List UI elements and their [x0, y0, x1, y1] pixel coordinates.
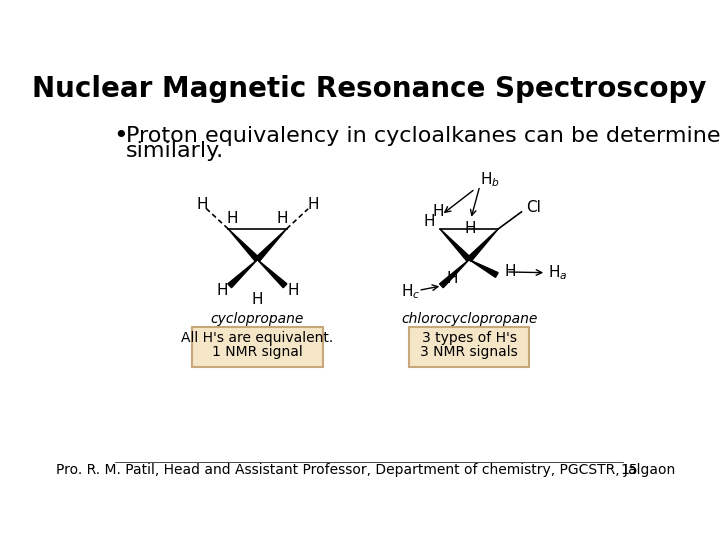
- Text: H: H: [433, 204, 444, 219]
- Polygon shape: [257, 260, 287, 288]
- Polygon shape: [228, 260, 257, 288]
- Text: H: H: [196, 197, 207, 212]
- Text: H: H: [505, 265, 516, 279]
- Text: H: H: [287, 283, 299, 298]
- Text: chlorocyclopropane: chlorocyclopropane: [401, 312, 537, 326]
- Text: cyclopropane: cyclopropane: [211, 312, 304, 326]
- Text: H$_c$: H$_c$: [401, 282, 420, 301]
- Text: H$_b$: H$_b$: [480, 170, 500, 189]
- FancyBboxPatch shape: [192, 327, 323, 367]
- Polygon shape: [228, 229, 259, 261]
- Text: •: •: [113, 124, 128, 147]
- Polygon shape: [469, 260, 498, 278]
- Text: 3 NMR signals: 3 NMR signals: [420, 345, 518, 359]
- Text: 3 types of H's: 3 types of H's: [422, 331, 517, 345]
- Text: H: H: [276, 211, 288, 226]
- Text: 15: 15: [621, 463, 638, 477]
- Text: Nuclear Magnetic Resonance Spectroscopy: Nuclear Magnetic Resonance Spectroscopy: [32, 76, 706, 104]
- Text: H: H: [423, 214, 435, 228]
- Text: H: H: [216, 283, 228, 298]
- Text: H: H: [227, 211, 238, 226]
- Text: Cl: Cl: [526, 200, 541, 215]
- Polygon shape: [439, 260, 469, 288]
- Text: H: H: [446, 271, 458, 286]
- FancyBboxPatch shape: [409, 327, 529, 367]
- Polygon shape: [467, 229, 498, 261]
- Text: H$_a$: H$_a$: [548, 264, 567, 282]
- Text: H: H: [465, 221, 477, 236]
- Text: H: H: [251, 292, 263, 307]
- Text: Pro. R. M. Patil, Head and Assistant Professor, Department of chemistry, PGCSTR,: Pro. R. M. Patil, Head and Assistant Pro…: [55, 463, 675, 477]
- Polygon shape: [256, 229, 287, 261]
- Text: Proton equivalency in cycloalkanes can be determined: Proton equivalency in cycloalkanes can b…: [126, 126, 720, 146]
- Text: All H's are equivalent.: All H's are equivalent.: [181, 331, 333, 345]
- Text: H: H: [307, 197, 318, 212]
- Text: 1 NMR signal: 1 NMR signal: [212, 345, 302, 359]
- Polygon shape: [440, 229, 471, 261]
- Text: similarly.: similarly.: [126, 141, 224, 161]
